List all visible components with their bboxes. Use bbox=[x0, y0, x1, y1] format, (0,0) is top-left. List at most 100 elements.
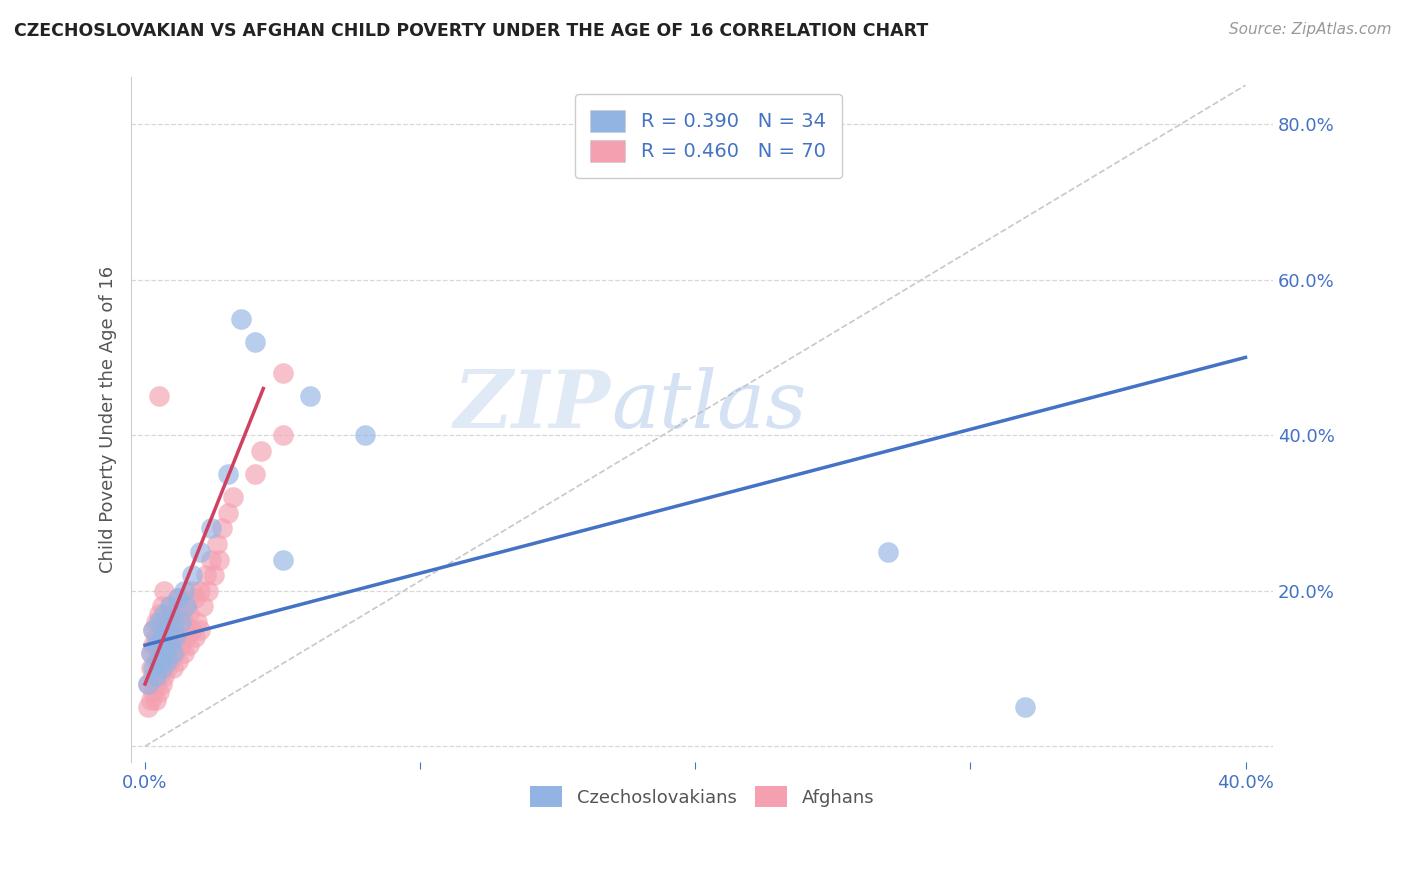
Point bbox=[231, 311, 253, 326]
Point bbox=[165, 631, 187, 645]
Point bbox=[165, 646, 187, 660]
Point bbox=[150, 661, 173, 675]
Point bbox=[139, 692, 162, 706]
Point bbox=[177, 638, 200, 652]
Point bbox=[174, 599, 197, 614]
Point bbox=[156, 661, 179, 675]
Point bbox=[153, 669, 176, 683]
Point bbox=[271, 366, 294, 380]
Point bbox=[150, 661, 173, 675]
Point bbox=[299, 389, 322, 403]
Text: Source: ZipAtlas.com: Source: ZipAtlas.com bbox=[1229, 22, 1392, 37]
Point bbox=[159, 631, 181, 645]
Point bbox=[148, 654, 170, 668]
Point bbox=[165, 615, 187, 629]
Point bbox=[222, 491, 245, 505]
Point bbox=[202, 568, 225, 582]
Point bbox=[162, 638, 184, 652]
Point bbox=[145, 677, 167, 691]
Point bbox=[142, 669, 165, 683]
Point bbox=[148, 646, 170, 660]
Point bbox=[197, 583, 219, 598]
Point bbox=[153, 623, 176, 637]
Point bbox=[167, 654, 190, 668]
Point bbox=[148, 615, 170, 629]
Point bbox=[183, 631, 205, 645]
Point bbox=[145, 638, 167, 652]
Point bbox=[200, 552, 222, 566]
Point bbox=[217, 467, 239, 481]
Point bbox=[162, 607, 184, 621]
Point bbox=[167, 591, 190, 606]
Point bbox=[156, 646, 179, 660]
Point bbox=[191, 599, 214, 614]
Point bbox=[139, 646, 162, 660]
Point bbox=[162, 646, 184, 660]
Point bbox=[173, 583, 195, 598]
Point bbox=[159, 599, 181, 614]
Point bbox=[145, 631, 167, 645]
Point bbox=[174, 599, 197, 614]
Point bbox=[173, 615, 195, 629]
Point bbox=[145, 654, 167, 668]
Point bbox=[271, 552, 294, 566]
Point bbox=[156, 623, 179, 637]
Point bbox=[200, 521, 222, 535]
Point bbox=[174, 631, 197, 645]
Point bbox=[148, 607, 170, 621]
Point bbox=[145, 615, 167, 629]
Point bbox=[159, 599, 181, 614]
Point bbox=[180, 583, 202, 598]
Point bbox=[180, 568, 202, 582]
Point bbox=[159, 654, 181, 668]
Point bbox=[145, 669, 167, 683]
Point bbox=[186, 615, 208, 629]
Point bbox=[188, 545, 211, 559]
Point bbox=[139, 646, 162, 660]
Point bbox=[180, 623, 202, 637]
Y-axis label: Child Poverty Under the Age of 16: Child Poverty Under the Age of 16 bbox=[100, 266, 117, 574]
Point bbox=[156, 654, 179, 668]
Point bbox=[153, 607, 176, 621]
Point bbox=[188, 583, 211, 598]
Point bbox=[162, 615, 184, 629]
Point bbox=[1014, 700, 1036, 714]
Point bbox=[136, 677, 159, 691]
Point bbox=[139, 661, 162, 675]
Point bbox=[249, 443, 271, 458]
Point bbox=[142, 638, 165, 652]
Point bbox=[153, 646, 176, 660]
Text: ZIP: ZIP bbox=[454, 368, 610, 445]
Point bbox=[136, 700, 159, 714]
Point bbox=[142, 623, 165, 637]
Point bbox=[148, 685, 170, 699]
Point bbox=[177, 607, 200, 621]
Point bbox=[167, 631, 190, 645]
Point bbox=[148, 669, 170, 683]
Point bbox=[162, 661, 184, 675]
Point bbox=[188, 623, 211, 637]
Point bbox=[243, 467, 266, 481]
Point bbox=[217, 506, 239, 520]
Point bbox=[876, 545, 898, 559]
Point bbox=[243, 334, 266, 349]
Point bbox=[205, 537, 228, 551]
Text: atlas: atlas bbox=[610, 368, 806, 445]
Point bbox=[153, 583, 176, 598]
Point bbox=[194, 568, 217, 582]
Text: CZECHOSLOVAKIAN VS AFGHAN CHILD POVERTY UNDER THE AGE OF 16 CORRELATION CHART: CZECHOSLOVAKIAN VS AFGHAN CHILD POVERTY … bbox=[14, 22, 928, 40]
Point bbox=[271, 428, 294, 442]
Point bbox=[145, 692, 167, 706]
Point bbox=[150, 631, 173, 645]
Point bbox=[150, 638, 173, 652]
Point bbox=[148, 389, 170, 403]
Legend: Czechoslovakians, Afghans: Czechoslovakians, Afghans bbox=[523, 779, 882, 814]
Point bbox=[170, 607, 193, 621]
Point bbox=[150, 677, 173, 691]
Point bbox=[211, 521, 233, 535]
Point bbox=[150, 599, 173, 614]
Point bbox=[156, 615, 179, 629]
Point bbox=[354, 428, 377, 442]
Point bbox=[142, 685, 165, 699]
Point bbox=[142, 661, 165, 675]
